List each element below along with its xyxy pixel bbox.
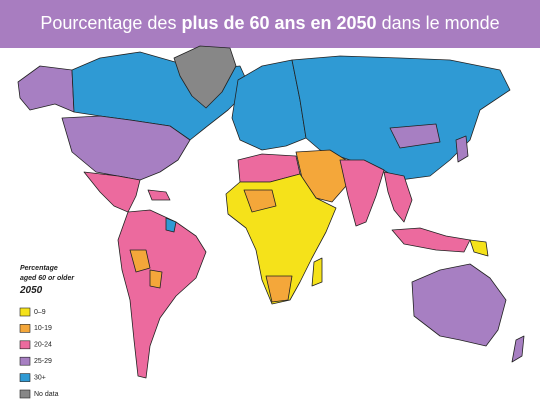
legend-label: 30+ <box>34 374 46 381</box>
southeast-asia <box>383 171 413 223</box>
legend-swatch <box>19 307 31 317</box>
europe <box>231 59 307 151</box>
russia-asia <box>291 55 511 181</box>
title-part: Pourcentage des <box>40 13 182 33</box>
png <box>469 239 489 257</box>
guianas <box>165 217 177 233</box>
legend: Percentage aged 60 or older 2050 0–9 10-1… <box>19 265 75 399</box>
madagascar <box>311 257 323 287</box>
legend-label: No data <box>34 391 59 398</box>
legend-swatch <box>19 389 31 399</box>
legend-label: 25-29 <box>34 358 52 365</box>
legend-swatch <box>19 356 31 366</box>
mexico <box>83 171 141 213</box>
indonesia <box>391 227 471 253</box>
japan <box>455 135 469 163</box>
caribbean <box>147 189 171 201</box>
usa <box>61 115 191 181</box>
south-asia <box>339 159 385 227</box>
title-bar: Pourcentage des plus de 60 ans en 2050 d… <box>0 0 540 48</box>
south-africa <box>265 275 293 303</box>
greenland <box>173 45 237 109</box>
legend-swatch <box>19 340 31 350</box>
legend-label: 10-19 <box>34 325 52 332</box>
legend-subtitle: aged 60 or older <box>20 275 75 282</box>
south-america <box>117 209 207 379</box>
legend-swatch <box>19 373 31 382</box>
legend-swatch <box>19 324 31 333</box>
new-zealand <box>511 335 525 363</box>
legend-year: 2050 <box>19 285 43 296</box>
title-part-bold: plus de 60 ans en 2050 <box>181 13 377 33</box>
legend-label: 0–9 <box>34 309 46 316</box>
continents <box>17 45 525 379</box>
west-africa <box>243 189 277 213</box>
alaska <box>17 65 75 113</box>
title-part: dans le monde <box>376 13 500 33</box>
bolivia <box>129 249 151 273</box>
mongolia <box>389 123 441 149</box>
legend-label: 20-24 <box>34 342 52 349</box>
australia <box>411 263 507 347</box>
legend-title: Percentage <box>20 265 58 272</box>
paraguay <box>149 269 163 289</box>
